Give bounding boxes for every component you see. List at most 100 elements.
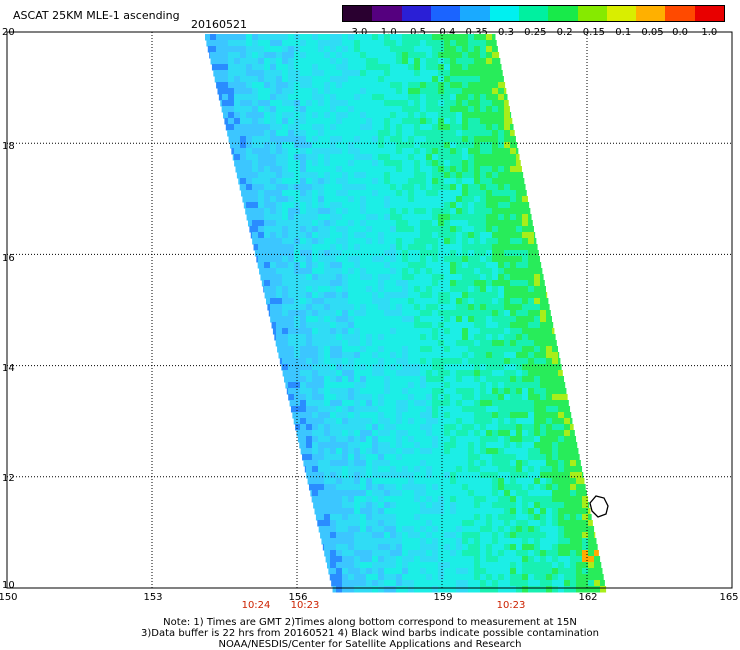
swath-cell	[336, 274, 343, 281]
swath-cell	[390, 430, 397, 437]
swath-cell	[492, 226, 499, 233]
swath-cell	[332, 586, 337, 593]
swath-cell	[390, 532, 397, 539]
swath-cell	[378, 124, 385, 131]
swath-cell	[498, 538, 505, 545]
swath-cell	[330, 268, 337, 275]
swath-cell	[312, 226, 319, 233]
swath-cell	[330, 424, 337, 431]
swath-cell	[492, 562, 499, 569]
swath-cell	[504, 136, 511, 143]
swath-cell	[354, 334, 361, 341]
swath-cell	[564, 526, 571, 533]
swath-cell	[444, 442, 451, 449]
swath-cell	[312, 496, 319, 503]
swath-cell	[504, 142, 511, 149]
swath-cell	[486, 118, 493, 125]
swath-cell	[522, 430, 529, 437]
swath-cell	[402, 304, 409, 311]
swath-cell	[366, 484, 373, 491]
swath-cell	[336, 562, 343, 569]
swath-cell	[372, 220, 379, 227]
swath-cell	[360, 88, 367, 95]
swath-cell	[366, 568, 373, 575]
swath-cell	[240, 106, 247, 113]
swath-cell	[480, 574, 487, 581]
swath-cell	[534, 364, 541, 371]
swath-cell	[408, 256, 415, 263]
swath-cell	[252, 142, 259, 149]
swath-cell	[492, 526, 499, 533]
swath-cell	[516, 220, 523, 227]
swath-cell	[294, 166, 301, 173]
swath-cell	[360, 190, 367, 197]
swath-cell	[318, 268, 325, 275]
swath-cell	[276, 310, 283, 317]
swath-cell	[312, 376, 319, 383]
swath-cell	[342, 514, 349, 521]
swath-cell	[360, 526, 367, 533]
swath-cell	[408, 322, 415, 329]
swath-cell	[558, 424, 565, 431]
swath-cell	[354, 130, 361, 137]
swath-cell	[240, 34, 247, 41]
swath-cell	[516, 526, 523, 533]
swath-cell	[336, 310, 343, 317]
swath-cell	[438, 358, 445, 365]
swath-cell	[438, 250, 445, 257]
swath-cell	[360, 508, 367, 515]
swath-cell	[264, 238, 271, 245]
swath-cell	[318, 208, 325, 215]
swath-cell	[486, 328, 493, 335]
swath-cell	[474, 208, 481, 215]
swath-cell	[402, 76, 409, 83]
swath-cell	[462, 148, 469, 155]
swath-cell	[274, 334, 277, 341]
swath-cell	[486, 88, 493, 95]
swath-cell	[468, 244, 475, 251]
swath-cell	[474, 88, 481, 95]
swath-cell	[372, 268, 379, 275]
swath-cell	[486, 214, 493, 221]
swath-cell	[540, 550, 547, 557]
swath-cell	[486, 568, 493, 575]
swath-cell	[324, 178, 331, 185]
swath-cell	[402, 292, 409, 299]
swath-cell	[510, 184, 517, 191]
swath-cell	[241, 190, 247, 197]
swath-cell	[456, 238, 463, 245]
swath-cell	[276, 52, 283, 59]
swath-cell	[432, 64, 439, 71]
swath-cell	[570, 436, 577, 443]
swath-cell	[207, 46, 211, 53]
swath-cell	[474, 424, 481, 431]
swath-cell	[342, 526, 349, 533]
swath-cell	[420, 130, 427, 137]
swath-cell	[450, 550, 457, 557]
swath-cell	[384, 202, 391, 209]
swath-cell	[372, 190, 379, 197]
swath-cell	[324, 220, 331, 227]
swath-cell	[456, 166, 463, 173]
swath-cell	[354, 550, 361, 557]
swath-cell	[498, 568, 505, 575]
swath-cell	[306, 316, 313, 323]
swath-cell	[480, 100, 487, 107]
swath-cell	[516, 400, 523, 407]
swath-cell	[432, 70, 439, 77]
swath-cell	[486, 280, 493, 287]
swath-cell	[534, 358, 541, 365]
swath-cell	[372, 160, 379, 167]
swath-cell	[300, 58, 307, 65]
swath-cell	[432, 286, 439, 293]
swath-cell	[276, 322, 283, 329]
swath-cell	[264, 256, 271, 263]
swath-cell	[324, 154, 331, 161]
swath-cell	[534, 328, 541, 335]
swath-cell	[408, 376, 415, 383]
swath-cell	[486, 400, 493, 407]
swath-cell	[318, 190, 325, 197]
swath-cell	[354, 118, 361, 125]
swath-cell	[426, 490, 433, 497]
swath-cell	[228, 136, 235, 143]
